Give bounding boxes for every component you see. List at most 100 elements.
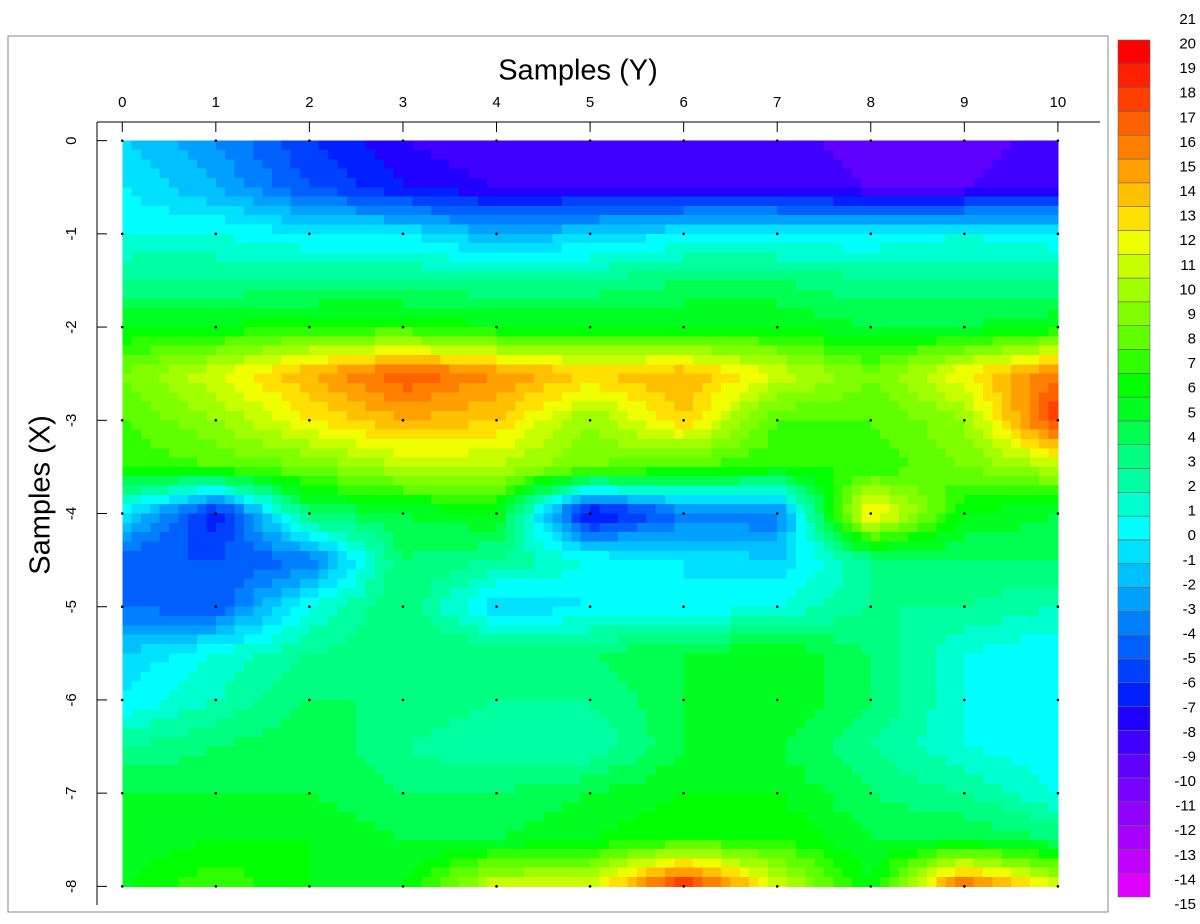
contour-cell: [281, 289, 292, 300]
contour-cell: [365, 476, 376, 487]
contour-cell: [590, 597, 601, 608]
contour-cell: [852, 149, 863, 160]
contour-cell: [833, 177, 844, 188]
contour-cell: [1020, 299, 1031, 310]
contour-cell: [749, 373, 760, 384]
contour-cell: [674, 476, 685, 487]
contour-cell: [664, 149, 675, 160]
contour-cell: [159, 373, 170, 384]
contour-cell: [449, 159, 460, 170]
contour-cell: [580, 159, 591, 170]
contour-cell: [159, 420, 170, 431]
contour-cell: [664, 438, 675, 449]
contour-cell: [973, 299, 984, 310]
contour-cell: [702, 410, 713, 421]
contour-cell: [758, 205, 769, 216]
contour-cell: [590, 504, 601, 515]
contour-cell: [973, 327, 984, 337]
contour-cell: [636, 457, 647, 468]
contour-cell: [243, 513, 254, 524]
contour-cell: [562, 597, 572, 608]
contour-cell: [814, 159, 825, 170]
contour-cell: [215, 513, 226, 524]
contour-cell: [1011, 485, 1022, 496]
contour-cell: [758, 494, 769, 505]
contour-cell: [646, 196, 657, 207]
contour-cell: [1011, 513, 1022, 524]
contour-cell: [861, 550, 872, 561]
contour-cell: [552, 196, 563, 207]
contour-cell: [655, 168, 666, 179]
contour-cell: [870, 149, 881, 160]
contour-cell: [487, 243, 498, 254]
contour-cell: [393, 550, 404, 561]
contour-cell: [936, 233, 947, 244]
contour-cell: [215, 215, 226, 226]
contour-cell: [122, 252, 133, 263]
contour-cell: [636, 205, 647, 216]
contour-cell: [655, 243, 666, 254]
contour-cell: [674, 373, 685, 384]
contour-cell: [1001, 187, 1012, 198]
contour-cell: [599, 504, 610, 515]
contour-cell: [543, 280, 554, 291]
contour-cell: [730, 308, 741, 319]
contour-cell: [1020, 513, 1031, 524]
contour-cell: [674, 205, 685, 216]
contour-cell: [805, 215, 816, 226]
contour-cell: [552, 550, 563, 561]
contour-cell: [880, 494, 891, 505]
contour-cell: [533, 233, 544, 244]
contour-cell: [618, 541, 629, 552]
contour-cell: [318, 327, 329, 337]
contour-cell: [337, 429, 348, 440]
contour-cell: [122, 224, 133, 235]
contour-cell: [318, 504, 329, 515]
contour-cell: [356, 466, 367, 477]
contour-cell: [431, 159, 441, 170]
contour-cell: [421, 429, 432, 440]
contour-cell: [805, 289, 816, 300]
contour-cell: [739, 252, 750, 263]
contour-cell: [786, 196, 797, 207]
contour-cell: [309, 476, 320, 487]
contour-cell: [187, 438, 198, 449]
contour-cell: [487, 448, 498, 459]
contour-cell: [730, 205, 741, 216]
contour-cell: [169, 252, 180, 263]
contour-cell: [1039, 448, 1050, 459]
contour-cell: [852, 438, 863, 449]
contour-cell: [346, 159, 357, 170]
contour-cell: [842, 448, 853, 459]
contour-cell: [954, 224, 965, 235]
contour-cell: [309, 504, 320, 515]
contour-cell: [692, 140, 703, 151]
contour-cell: [477, 438, 488, 449]
contour-cell: [412, 299, 423, 310]
contour-cell: [627, 383, 638, 393]
contour-cell: [973, 336, 984, 347]
contour-cell: [852, 215, 863, 226]
contour-cell: [917, 457, 928, 468]
contour-cell: [739, 205, 750, 216]
contour-cell: [992, 215, 1003, 226]
contour-cell: [459, 252, 470, 263]
contour-cell: [1048, 159, 1059, 170]
contour-cell: [150, 448, 161, 459]
contour-cell: [271, 280, 282, 291]
contour-cell: [627, 327, 638, 337]
contour-cell: [281, 485, 292, 496]
contour-cell: [140, 438, 151, 449]
contour-cell: [496, 168, 507, 179]
contour-cell: [711, 299, 722, 310]
contour-cell: [917, 205, 928, 216]
contour-cell: [964, 327, 975, 337]
contour-cell: [599, 280, 610, 291]
contour-cell: [440, 522, 451, 533]
contour-cell: [861, 401, 872, 412]
contour-cell: [187, 308, 198, 319]
contour-cell: [290, 261, 301, 272]
contour-cell: [206, 215, 217, 226]
contour-cell: [823, 205, 834, 216]
contour-cell: [169, 513, 180, 524]
